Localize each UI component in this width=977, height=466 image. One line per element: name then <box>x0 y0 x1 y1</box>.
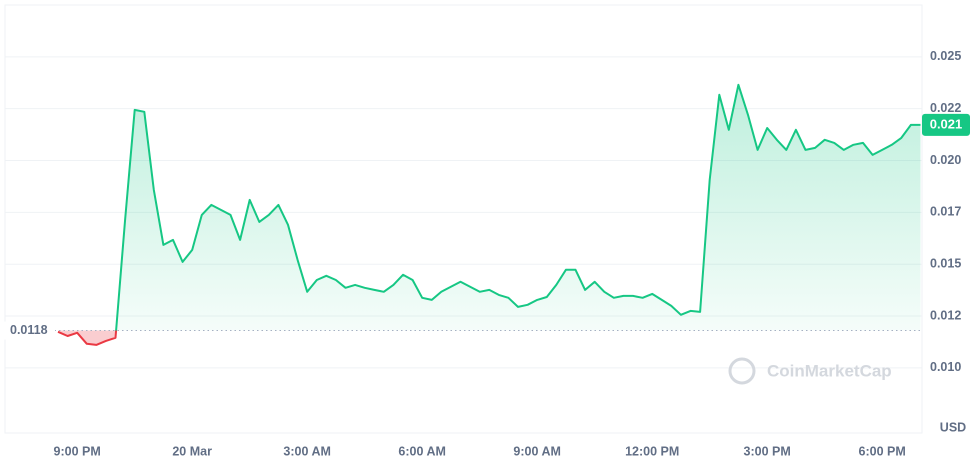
area-above <box>58 84 921 331</box>
x-tick-label: 6:00 PM <box>859 444 906 458</box>
baseline-label-bg <box>3 321 55 340</box>
plot-frame <box>4 4 923 434</box>
watermark: CoinMarketCap <box>767 361 892 380</box>
last-price-badge <box>922 113 970 136</box>
currency-label: USD <box>940 420 966 434</box>
y-tick-label: 0.012 <box>930 308 961 322</box>
x-tick-label: 6:00 AM <box>398 444 445 458</box>
x-tick-label: 3:00 AM <box>283 444 330 458</box>
y-tick-label: 0.025 <box>930 49 961 63</box>
last-price-label: 0.021 <box>930 116 963 131</box>
x-tick-label: 12:00 PM <box>625 444 679 458</box>
y-tick-label: 0.022 <box>930 101 961 115</box>
x-tick-label: 9:00 AM <box>513 444 560 458</box>
y-tick-label: 0.010 <box>930 360 961 374</box>
y-tick-label: 0.015 <box>930 257 961 271</box>
y-tick-label: 0.020 <box>930 153 961 167</box>
x-tick-label: 20 Mar <box>172 444 212 458</box>
y-tick-label: 0.017 <box>930 205 961 219</box>
price-line-above <box>115 83 921 331</box>
baseline-label: 0.0118 <box>10 323 48 337</box>
watermark-logo <box>728 357 756 385</box>
x-tick-label: 9:00 PM <box>54 444 101 458</box>
x-tick-label: 3:00 PM <box>744 444 791 458</box>
